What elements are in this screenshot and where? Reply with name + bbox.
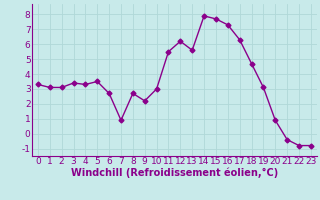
X-axis label: Windchill (Refroidissement éolien,°C): Windchill (Refroidissement éolien,°C) <box>71 168 278 178</box>
